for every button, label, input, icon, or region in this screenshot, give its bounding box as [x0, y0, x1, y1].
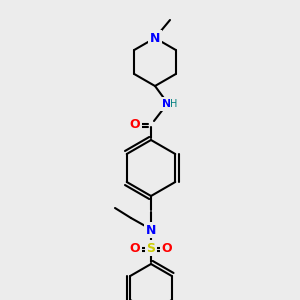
Text: O: O: [130, 242, 140, 254]
Text: O: O: [162, 242, 172, 254]
Text: N: N: [150, 32, 160, 44]
Text: N: N: [146, 224, 156, 236]
Text: S: S: [146, 242, 155, 254]
Text: O: O: [130, 118, 140, 130]
Text: H: H: [170, 99, 178, 109]
Text: N: N: [162, 99, 172, 109]
Text: NH: NH: [160, 99, 178, 109]
